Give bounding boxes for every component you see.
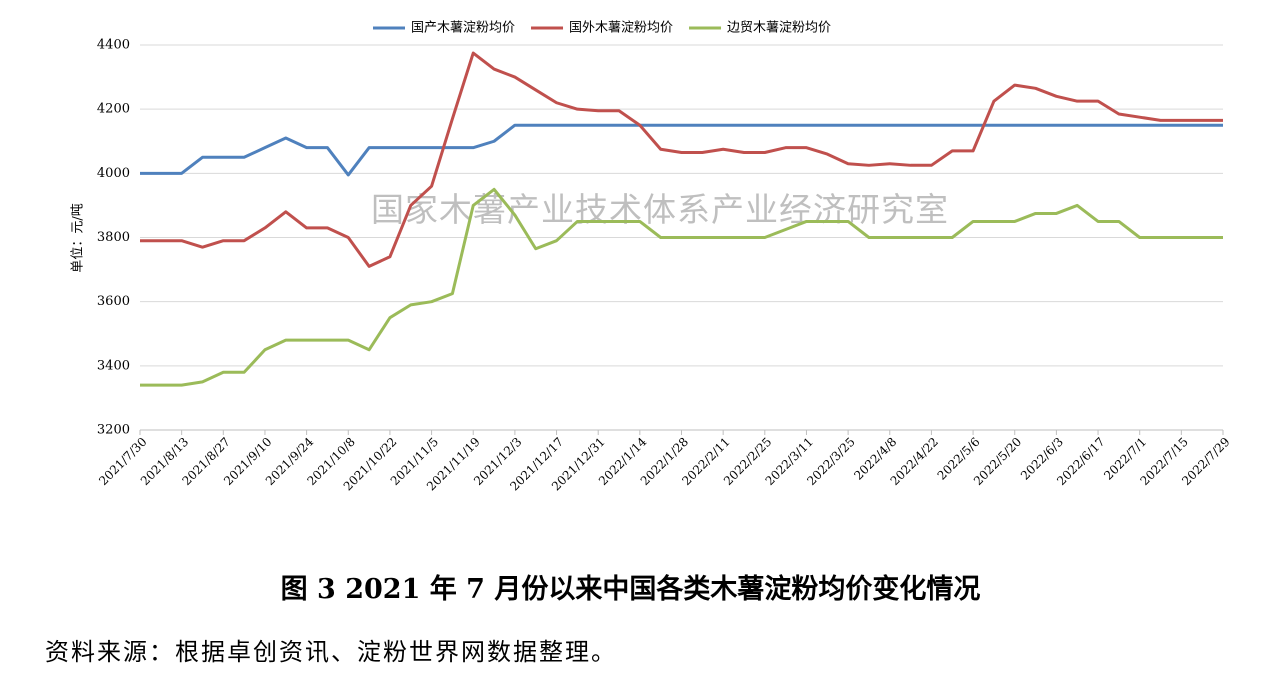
y-tick-label: 4200	[97, 102, 130, 117]
y-tick-label: 3600	[97, 294, 130, 309]
source-note: 资料来源：根据卓创资讯、淀粉世界网数据整理。	[45, 638, 617, 666]
y-tick-label: 3200	[97, 423, 130, 438]
y-tick-label: 3800	[97, 230, 130, 245]
y-tick-label: 3400	[97, 358, 130, 373]
series-line	[140, 51, 1223, 268]
series-line	[140, 187, 1223, 387]
y-axis-label: 单位：元/吨	[71, 203, 86, 272]
y-tick-label: 4400	[97, 38, 130, 53]
chart: 国家木薯产业技术体系产业经济研究室 单位：元/吨 3200 3400 3600 380…	[71, 21, 1233, 494]
legend-label: 国外木薯淀粉均价	[569, 21, 673, 36]
legend-label: 国产木薯淀粉均价	[411, 21, 515, 36]
watermark: 国家木薯产业技术体系产业经济研究室	[371, 190, 949, 229]
series-line	[140, 123, 1223, 177]
legend-label: 边贸木薯淀粉均价	[727, 21, 831, 36]
caption: 图 3 2021 年 7 月份以来中国各类木薯淀粉均价变化情况	[280, 574, 981, 605]
y-tick-label: 4000	[97, 166, 130, 181]
